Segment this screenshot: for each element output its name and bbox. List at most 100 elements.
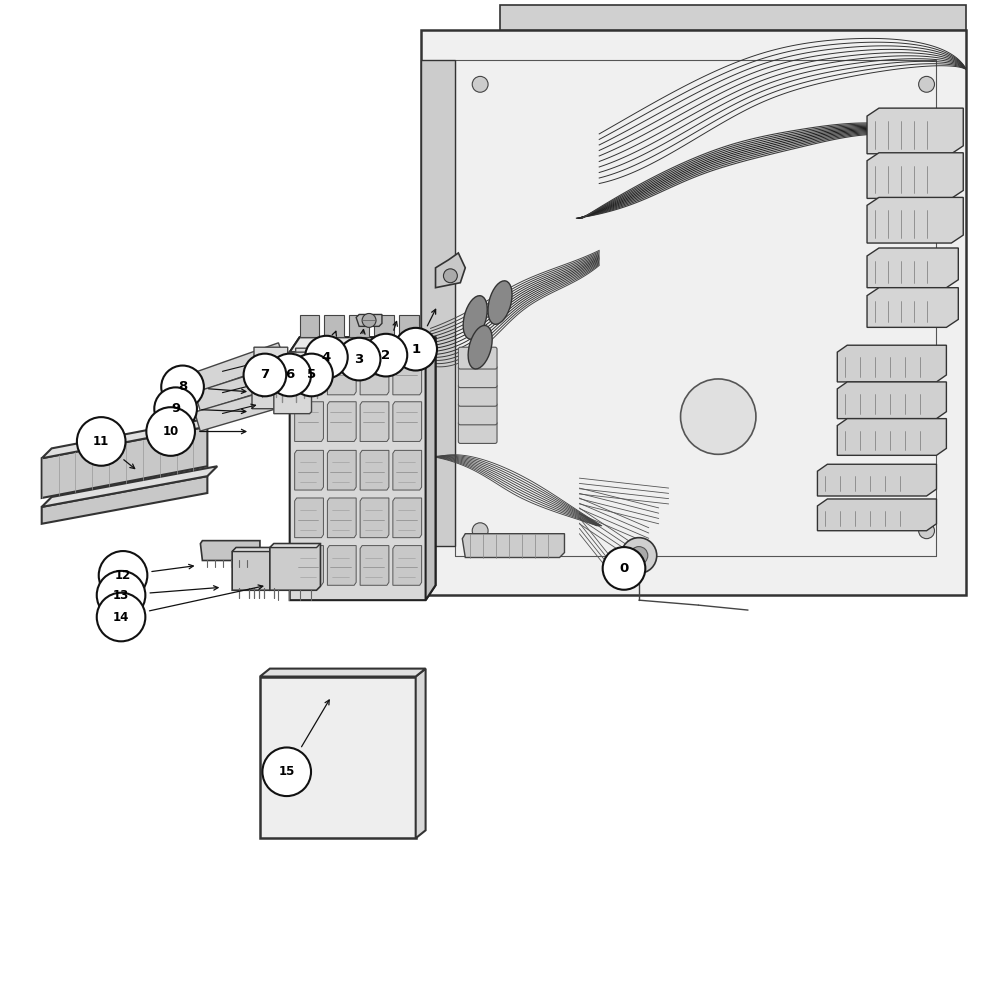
Ellipse shape: [488, 281, 512, 324]
Circle shape: [262, 748, 311, 796]
Polygon shape: [290, 337, 436, 600]
Polygon shape: [817, 464, 936, 496]
Circle shape: [305, 335, 348, 378]
Polygon shape: [837, 419, 946, 455]
Circle shape: [97, 570, 145, 619]
Polygon shape: [356, 314, 382, 326]
Text: 11: 11: [93, 434, 109, 448]
Polygon shape: [194, 343, 285, 391]
Polygon shape: [436, 253, 465, 288]
Circle shape: [244, 354, 286, 396]
Polygon shape: [421, 30, 966, 595]
Polygon shape: [252, 387, 290, 409]
Circle shape: [290, 354, 333, 396]
Polygon shape: [426, 337, 436, 600]
Circle shape: [472, 523, 488, 539]
Polygon shape: [295, 355, 323, 395]
Polygon shape: [260, 677, 416, 838]
Text: 9: 9: [171, 402, 180, 416]
Text: 4: 4: [322, 350, 331, 364]
Circle shape: [443, 269, 457, 283]
Polygon shape: [393, 546, 422, 585]
Polygon shape: [360, 498, 389, 538]
Circle shape: [472, 76, 488, 92]
Polygon shape: [360, 546, 389, 585]
Polygon shape: [195, 387, 285, 432]
Text: 5: 5: [307, 368, 316, 382]
Circle shape: [919, 76, 934, 92]
Ellipse shape: [468, 325, 492, 369]
Circle shape: [338, 338, 380, 381]
FancyBboxPatch shape: [458, 366, 497, 388]
Bar: [349, 315, 369, 337]
Polygon shape: [295, 498, 323, 538]
Polygon shape: [393, 402, 422, 441]
Circle shape: [603, 548, 645, 589]
Polygon shape: [42, 417, 217, 458]
Circle shape: [621, 538, 657, 573]
Circle shape: [97, 593, 145, 641]
FancyBboxPatch shape: [458, 384, 497, 407]
Circle shape: [919, 523, 934, 539]
Text: 0: 0: [619, 561, 629, 575]
Polygon shape: [867, 108, 963, 154]
Text: 2: 2: [381, 348, 390, 362]
Polygon shape: [260, 669, 426, 677]
Polygon shape: [421, 60, 455, 546]
Polygon shape: [290, 337, 436, 352]
Text: 10: 10: [163, 425, 179, 438]
Polygon shape: [867, 153, 963, 198]
Circle shape: [268, 354, 311, 396]
Polygon shape: [232, 548, 274, 590]
Polygon shape: [274, 392, 312, 414]
Polygon shape: [270, 544, 320, 590]
Polygon shape: [232, 548, 274, 552]
Polygon shape: [393, 450, 422, 490]
Polygon shape: [274, 352, 308, 392]
Bar: [300, 315, 319, 337]
Text: 7: 7: [260, 368, 269, 382]
Polygon shape: [295, 546, 323, 585]
Text: 1: 1: [411, 342, 420, 356]
Polygon shape: [462, 534, 564, 558]
Bar: [399, 315, 419, 337]
Polygon shape: [194, 365, 285, 412]
Circle shape: [161, 366, 204, 409]
FancyBboxPatch shape: [458, 422, 497, 443]
Polygon shape: [327, 355, 356, 395]
Polygon shape: [270, 544, 320, 548]
Polygon shape: [817, 499, 936, 531]
Polygon shape: [42, 427, 207, 498]
Polygon shape: [254, 347, 288, 387]
Polygon shape: [393, 498, 422, 538]
Polygon shape: [327, 402, 356, 441]
Circle shape: [362, 313, 376, 327]
Polygon shape: [867, 288, 958, 327]
Circle shape: [99, 552, 147, 599]
Circle shape: [394, 327, 437, 370]
Bar: [324, 315, 344, 337]
Text: 14: 14: [113, 610, 129, 624]
Circle shape: [681, 379, 756, 454]
Polygon shape: [837, 382, 946, 419]
Text: 13: 13: [113, 588, 129, 602]
Polygon shape: [42, 476, 207, 524]
Polygon shape: [500, 5, 966, 30]
FancyBboxPatch shape: [458, 347, 497, 369]
Bar: [374, 315, 394, 337]
Circle shape: [365, 333, 407, 376]
Polygon shape: [416, 669, 426, 838]
Polygon shape: [393, 355, 422, 395]
Text: 3: 3: [355, 352, 364, 366]
Polygon shape: [42, 466, 217, 507]
Polygon shape: [295, 450, 323, 490]
Polygon shape: [867, 248, 958, 288]
Text: 12: 12: [115, 568, 131, 582]
Circle shape: [146, 408, 195, 456]
Text: 15: 15: [279, 765, 295, 779]
Text: 8: 8: [178, 380, 187, 394]
Circle shape: [630, 547, 648, 564]
Polygon shape: [837, 345, 946, 382]
Polygon shape: [327, 450, 356, 490]
Circle shape: [77, 417, 126, 465]
